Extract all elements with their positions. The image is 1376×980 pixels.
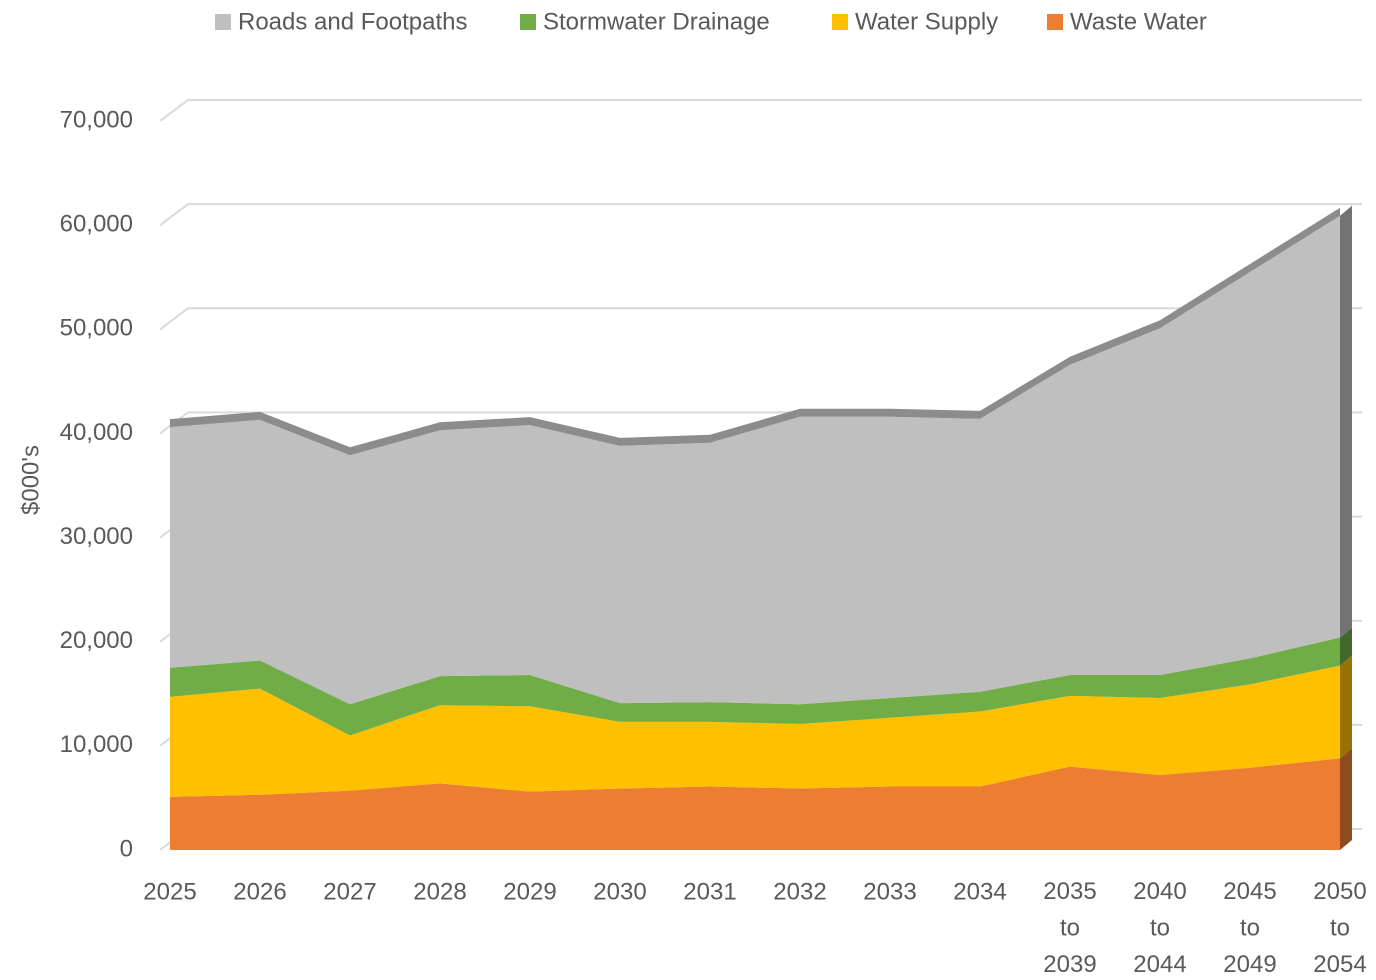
y-tick-label: 10,000 — [60, 731, 133, 758]
area-side — [1340, 205, 1352, 638]
legend-label: Waste Water — [1070, 8, 1207, 35]
y-tick-label: 70,000 — [60, 106, 133, 133]
x-tick-label: 2032 — [773, 878, 826, 905]
x-tick-label: 2040 to 2044 — [1133, 878, 1186, 975]
grid-line — [159, 99, 1362, 122]
y-tick-label: 30,000 — [60, 523, 133, 550]
legend-label: Stormwater Drainage — [543, 8, 770, 35]
y-tick-label: 50,000 — [60, 315, 133, 342]
y-tick-label: 20,000 — [60, 627, 133, 654]
area-side — [1340, 627, 1352, 666]
legend-swatch — [832, 14, 848, 30]
legend-label: Water Supply — [855, 8, 998, 35]
y-axis-label: $000's — [17, 445, 44, 515]
x-tick-label: 2035 to 2039 — [1043, 878, 1096, 975]
grid-line — [159, 307, 1362, 331]
area — [170, 637, 1340, 736]
series-area — [170, 748, 1352, 850]
legend-swatch — [1047, 14, 1063, 30]
y-tick-label: 40,000 — [60, 419, 133, 446]
area-side — [1340, 748, 1352, 850]
x-tick-label: 2025 — [143, 878, 196, 905]
area-side — [1340, 655, 1352, 759]
legend-swatch — [215, 14, 231, 30]
x-tick-label: 2030 — [593, 878, 646, 905]
series-area — [170, 627, 1352, 736]
x-tick-label: 2031 — [683, 878, 736, 905]
x-tick-label: 2034 — [953, 878, 1006, 905]
series-area — [170, 205, 1352, 705]
x-tick-label: 2026 — [233, 878, 286, 905]
y-tick-label: 60,000 — [60, 210, 133, 237]
x-tick-label: 2050 to 2054 — [1313, 878, 1366, 975]
x-tick-label: 2028 — [413, 878, 466, 905]
area — [170, 758, 1340, 850]
y-tick-label: 0 — [120, 835, 133, 862]
legend-swatch — [520, 14, 536, 30]
area — [170, 215, 1340, 705]
x-tick-label: 2029 — [503, 878, 556, 905]
x-tick-label: 2045 to 2049 — [1223, 878, 1276, 975]
series-area — [170, 655, 1352, 797]
area — [170, 665, 1340, 797]
x-tick-label: 2033 — [863, 878, 916, 905]
x-tick-label: 2027 — [323, 878, 376, 905]
legend-label: Roads and Footpaths — [238, 8, 468, 35]
grid-line — [159, 203, 1362, 226]
